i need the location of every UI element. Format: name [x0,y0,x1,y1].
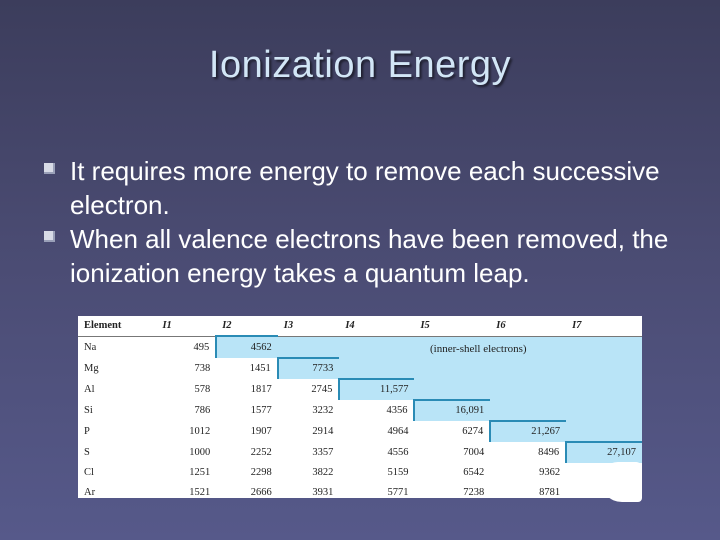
energy-cell [339,357,415,379]
energy-cell: 1577 [250,404,272,416]
energy-cell: 4964 [387,425,409,437]
energy-cell: 6542 [463,467,485,478]
energy-cell: 4356 [386,404,408,416]
square-bullet-icon [44,231,55,242]
table-row: P 1012 1907 2914 4964 6274 21,267 [78,419,642,442]
energy-cell [566,357,642,379]
element-cell: Na [84,341,97,353]
energy-cell: 1000 [189,446,211,458]
energy-cell: 1521 [189,487,211,498]
energy-cell: 8496 [538,446,560,458]
element-cell: Mg [84,362,99,374]
energy-cell: 2298 [250,467,272,478]
bullet-text: When all valence electrons have been rem… [70,224,669,288]
energy-cell [566,378,642,400]
column-header: I3 [277,316,340,337]
column-header: I4 [339,316,415,337]
table-row: Ar15212666393157717238878111,995 [78,483,642,498]
element-cell: P [84,425,90,437]
energy-cell: 2252 [250,446,272,458]
energy-cell: 2666 [250,487,272,498]
table-row: Na 495 4562 [78,335,642,358]
energy-cell [414,378,491,400]
column-header: I5 [414,316,491,337]
bullet-text: It requires more energy to remove each s… [70,156,660,220]
table-row: Al 578 1817 2745 11,577 [78,377,642,400]
pointing-hand-icon [600,462,642,502]
energy-cell: 3232 [312,404,334,416]
energy-cell [490,357,567,379]
energy-cell: 3357 [312,446,334,458]
table-row: Mg 738 1451 7733 [78,356,642,379]
element-cell: Cl [84,467,94,478]
element-cell: Ar [84,487,96,498]
energy-cell: 2745 [311,383,333,395]
energy-cell: 7004 [463,446,485,458]
table-header-row: Element I1 I2 I3 I4 I5 I6 I7 [78,316,642,337]
table-row: S 1000 2252 3357 4556 7004 8496 27,107 [78,440,642,463]
energy-cell: 738 [194,362,211,374]
column-header: Element [78,316,157,337]
energy-cell [414,357,491,379]
energy-cell [277,336,340,358]
slide-title: Ionization Energy [208,44,512,86]
energy-cell: 5771 [387,487,409,498]
energy-cell: 4556 [387,446,409,458]
energy-cell: 3931 [312,487,334,498]
bullet-item: It requires more energy to remove each s… [44,154,704,222]
energy-cell: 2914 [312,425,334,437]
element-cell: Al [84,383,95,395]
energy-cell [566,420,642,442]
energy-cell [566,399,642,421]
energy-cell: 7733 [276,356,340,379]
element-cell: S [84,446,90,458]
inner-shell-note: (inner-shell electrons) [430,343,527,355]
column-header: I1 [156,316,217,337]
energy-cell: 578 [194,383,211,395]
energy-cell: 21,267 [489,419,567,442]
energy-cell: 11,577 [338,377,415,400]
bullet-item: When all valence electrons have been rem… [44,222,704,290]
energy-cell: 7238 [463,487,485,498]
ionization-energy-table: Element I1 I2 I3 I4 I5 I6 I7 Na 495 4562 Mg… [78,316,642,498]
energy-cell: 1012 [189,425,211,437]
energy-cell: 1817 [250,383,272,395]
energy-cell: 3822 [312,467,334,478]
energy-cell: 1907 [250,425,272,437]
column-header: I7 [566,316,642,337]
energy-cell: 6274 [462,425,484,437]
energy-cell: 1451 [249,362,271,374]
energy-cell: 5159 [387,467,409,478]
energy-cell [414,336,491,358]
element-cell: Si [84,404,93,416]
column-header: I2 [216,316,278,337]
energy-cell [490,336,567,358]
energy-cell: 4562 [215,335,278,358]
table-row: Si 786 1577 3232 4356 16,091 [78,398,642,421]
energy-cell: 495 [193,341,210,353]
square-bullet-icon [44,163,55,174]
energy-cell: 27,107 [565,440,642,463]
energy-cell [339,336,415,358]
energy-cell: 9362 [539,467,561,478]
energy-cell [490,378,567,400]
energy-cell [490,399,567,421]
bullet-list: It requires more energy to remove each s… [44,154,704,290]
energy-cell: 8781 [539,487,561,498]
energy-cell: 16,091 [413,398,491,421]
column-header: I6 [490,316,567,337]
energy-cell: 1251 [189,467,211,478]
energy-cell: 786 [194,404,211,416]
energy-cell [566,336,642,358]
table-row: Cl12512298382251596542936211,018 [78,463,642,483]
